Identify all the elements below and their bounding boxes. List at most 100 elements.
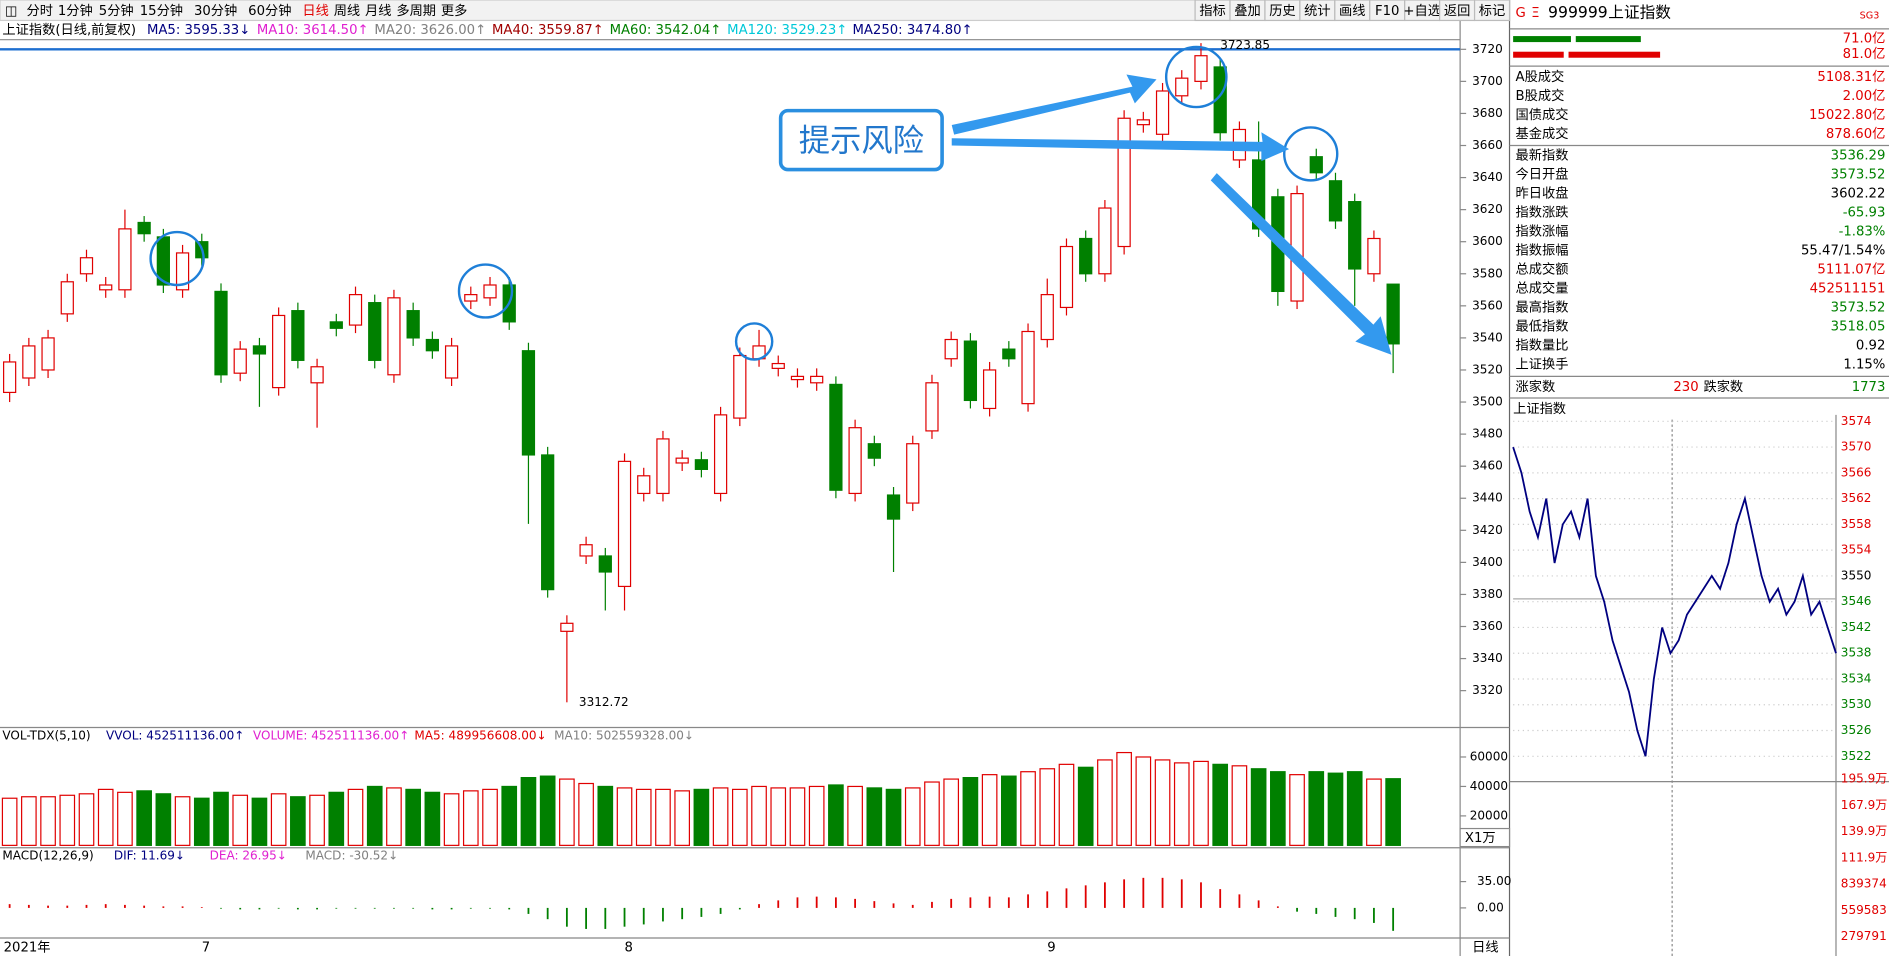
volume-bar: [1173, 762, 1190, 846]
candle-body: [425, 338, 439, 352]
volume-tick-label: 195.9万: [1841, 772, 1887, 786]
volume-bar: [1366, 778, 1382, 846]
volume-bar: [443, 793, 460, 846]
toolbar-button[interactable]: [1473, 0, 1511, 22]
toolbar-icon: ◫: [5, 4, 18, 19]
quote-value: 3573.52: [1831, 167, 1886, 182]
quote-label: 今日开盘: [1516, 165, 1569, 182]
toolbar-button-label[interactable]: 指标: [1199, 3, 1225, 19]
toolbar-button-label[interactable]: 返回: [1444, 3, 1470, 19]
y-tick-label: 3560: [1472, 298, 1503, 312]
volume-legend: MA5: 489956608.00↓: [414, 728, 546, 742]
candle-body: [598, 555, 612, 573]
candle-body: [1021, 330, 1035, 405]
candle-body: [579, 544, 593, 557]
y-tick-label: 3680: [1472, 106, 1503, 120]
volume-bar: [847, 785, 863, 846]
y-tick-label: 3420: [1472, 523, 1503, 537]
circle: [457, 263, 514, 319]
volume-bar: [1193, 760, 1209, 846]
volume-bar: [1001, 775, 1017, 846]
quote-label: 最新指数: [1516, 147, 1569, 163]
volume-bar: [501, 785, 518, 846]
arrow: [1210, 173, 1392, 355]
period-tab: 60分钟: [248, 2, 291, 19]
candle-body: [483, 284, 497, 299]
volume-bar: [751, 785, 767, 846]
y-tick-label: 3720: [1472, 42, 1503, 56]
volume-bar: [59, 794, 76, 846]
toolbar-button-label[interactable]: 叠加: [1234, 3, 1260, 19]
high-label: 3723.85: [1220, 38, 1270, 52]
volume-bar: [1327, 772, 1344, 846]
y-tick-label: 20000: [1470, 808, 1508, 822]
y-tick-label: 60000: [1470, 749, 1508, 763]
volume-bar: [655, 788, 671, 846]
ma-legend: MA20: 3626.00↑: [374, 23, 486, 38]
y-tick-label: 3550: [1841, 568, 1872, 582]
volume-unit: X1万: [1465, 831, 1496, 846]
quote-label: 昨日收盘: [1516, 184, 1569, 201]
volume-bar: [1058, 763, 1075, 846]
period-tab: 5分钟: [99, 2, 134, 19]
toolbar-button-label[interactable]: +自选: [1403, 3, 1441, 19]
x-tick-label: 9: [1047, 941, 1055, 956]
candle-body: [944, 338, 958, 360]
y-tick-label: 3480: [1472, 427, 1503, 441]
volume-bar: [1154, 759, 1171, 846]
volume-bar: [943, 778, 960, 846]
quote-label: 基金成交: [1516, 125, 1569, 142]
volume-bar: [213, 791, 229, 846]
volume-bar: [174, 796, 191, 846]
low-label: 3312.72: [579, 695, 629, 709]
toolbar-button-label[interactable]: F10: [1375, 4, 1399, 19]
quote-code: 999999: [1548, 3, 1608, 22]
arrow: [951, 132, 1290, 162]
quote-label: 总成交量: [1516, 279, 1569, 296]
y-tick-label: 40000: [1470, 779, 1508, 793]
candle-body: [1348, 201, 1362, 270]
volume-bar: [1116, 751, 1132, 846]
toolbar-button-label[interactable]: 历史: [1269, 3, 1295, 19]
volume-bar: [155, 793, 172, 846]
y-tick-label: 3546: [1841, 594, 1872, 608]
period-tab: 1分钟: [58, 2, 93, 19]
toolbar-button-label[interactable]: 标记: [1479, 3, 1505, 19]
volume-bar: [616, 787, 633, 846]
candle-body: [617, 460, 632, 588]
quote-label: A股成交: [1516, 68, 1565, 85]
quote-value: 55.47/1.54%: [1801, 243, 1885, 258]
candle-body: [1059, 245, 1074, 309]
candle-body: [118, 228, 132, 291]
quote-value: 452511151: [1810, 281, 1886, 296]
toolbar-button-label[interactable]: 统计: [1304, 3, 1330, 19]
quote-value: 3518.05: [1831, 319, 1886, 334]
ma-legend: MA250: 3474.80↑: [852, 23, 972, 38]
breadth-label: 跌家数: [1703, 378, 1743, 395]
candle-body: [60, 281, 74, 315]
volume-tick-label: 279791: [1841, 929, 1887, 943]
period-tab: 15分钟: [140, 2, 183, 19]
annotations: [149, 45, 1392, 361]
x-tick-label: 8: [625, 941, 633, 956]
period-tab: 周线: [334, 3, 360, 19]
quote-label: 指数涨幅: [1516, 223, 1569, 239]
candle-body: [99, 284, 113, 291]
volume-bar: [424, 791, 441, 846]
volume-bar: [40, 796, 56, 846]
y-tick-label: 3574: [1841, 414, 1872, 428]
macd-legend: DIF: 11.69↓: [114, 849, 185, 863]
quote-badge: SG3: [1860, 11, 1880, 22]
bar: [1568, 51, 1661, 58]
y-tick-label: 3700: [1472, 74, 1503, 88]
bar: [1513, 51, 1564, 58]
y-tick-label: 3460: [1472, 459, 1503, 473]
quote-label: 总成交额: [1516, 260, 1569, 277]
volume-bar: [78, 793, 95, 846]
candle-body: [675, 457, 689, 464]
volume-bar: [808, 785, 825, 846]
bar-label: 71.0亿: [1843, 30, 1886, 46]
volume-bar: [405, 788, 421, 846]
toolbar-button-label[interactable]: 画线: [1339, 3, 1365, 19]
volume-bar: [366, 785, 383, 846]
